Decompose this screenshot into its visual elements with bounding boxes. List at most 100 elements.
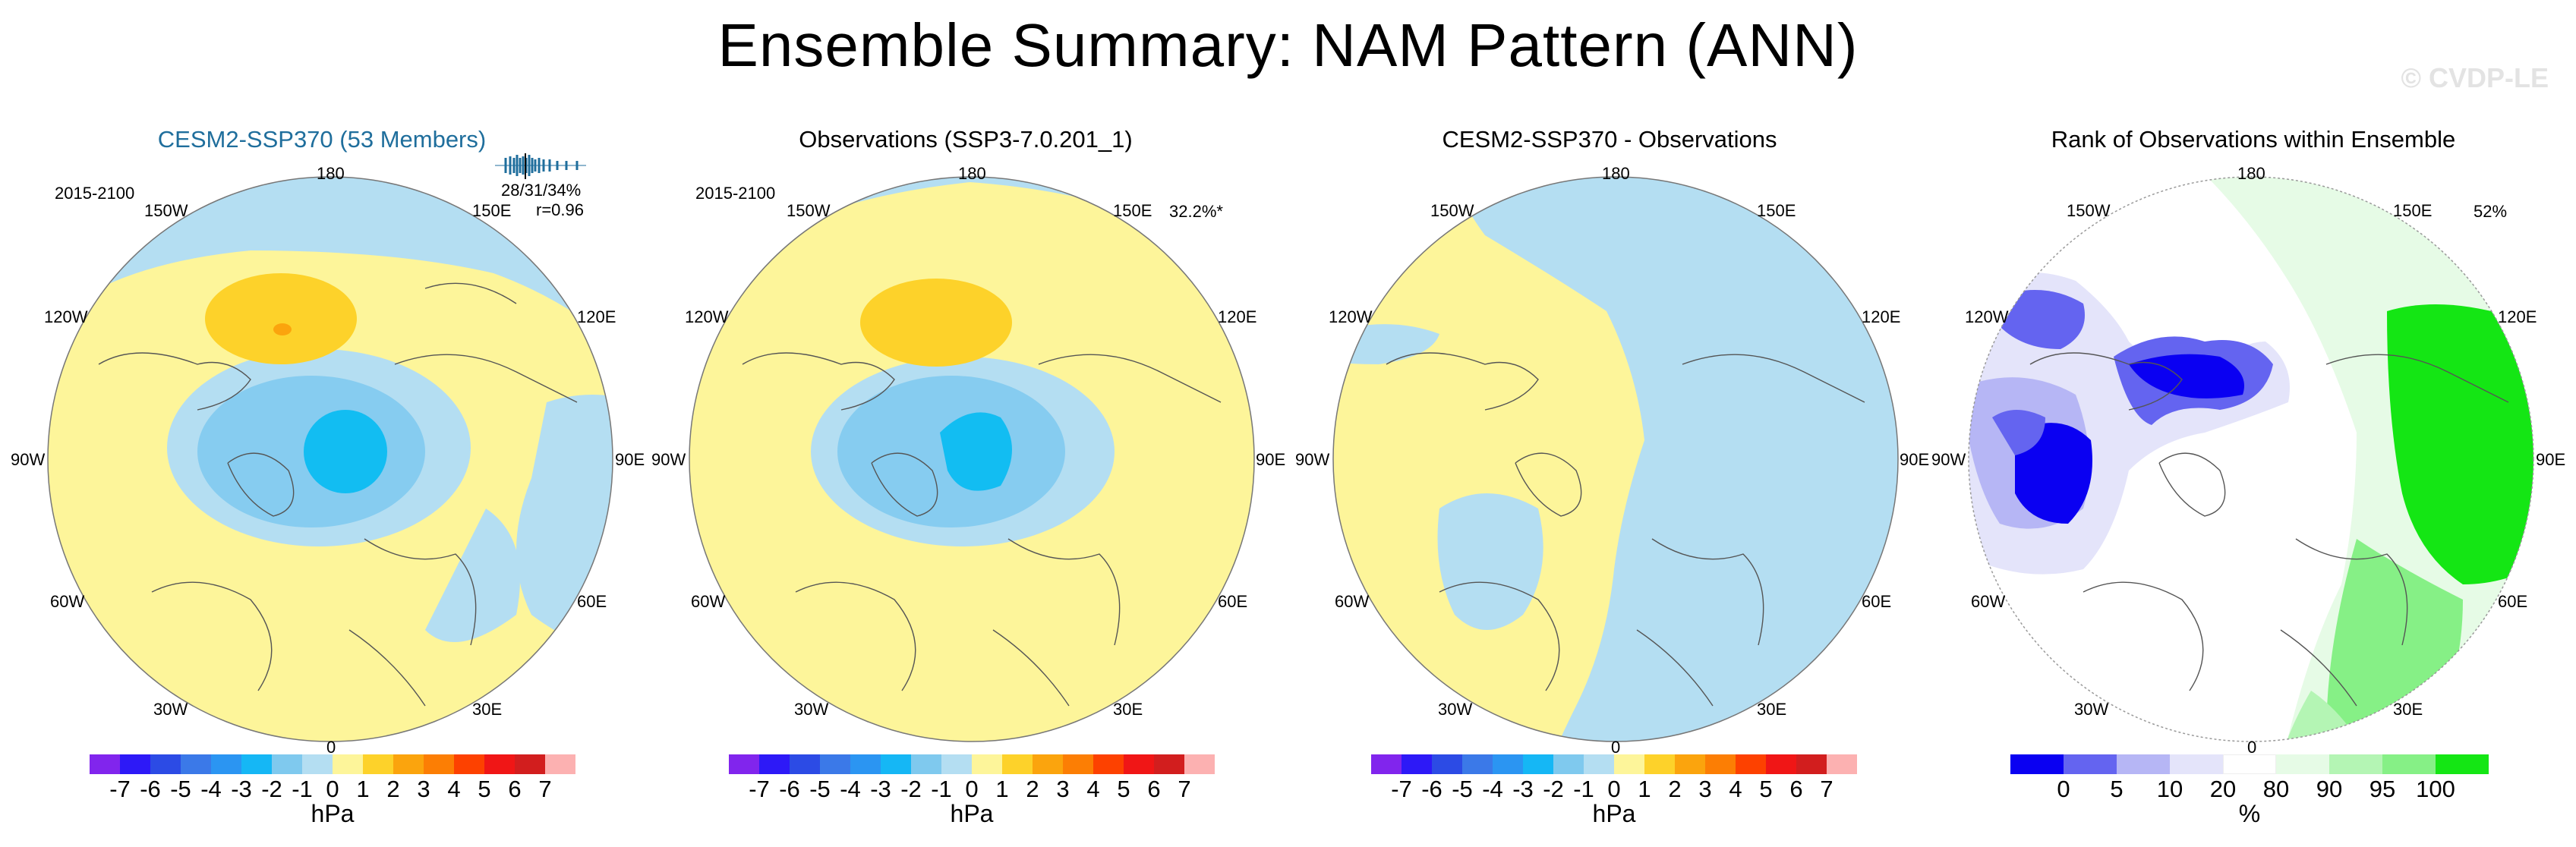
lon-label-60e: 60E [577, 592, 607, 611]
stat-explained-variance: 32.2%* [1169, 202, 1223, 221]
colorbar-box [120, 754, 150, 774]
colorbar-tick-label: 0 [1607, 776, 1621, 802]
colorbar-tick-label: 1 [1638, 776, 1651, 802]
panel-title: CESM2-SSP370 (53 Members) [157, 126, 487, 153]
lon-label-60e: 60E [1218, 592, 1248, 611]
colorbar-box [1736, 754, 1766, 774]
colorbar-tick-label: 6 [1147, 776, 1161, 802]
colorbar-tick-label: -6 [779, 776, 800, 802]
colorbar-tick-label: 7 [1178, 776, 1191, 802]
colorbar-box [759, 754, 790, 774]
colorbar-unit-label: hPa [311, 800, 355, 827]
lon-label-120w: 120W [1965, 307, 2009, 326]
panel-title: Observations (SSP3-7.0.201_1) [799, 126, 1133, 153]
panel-title: CESM2-SSP370 - Observations [1442, 126, 1777, 153]
lon-label-30w: 30W [153, 700, 188, 719]
lon-label-120e: 120E [1862, 307, 1901, 326]
colorbar-tick-label: -1 [1573, 776, 1594, 802]
colorbar-tick-label: 2 [1026, 776, 1039, 802]
colorbar-box [1033, 754, 1063, 774]
lon-label-0: 0 [2247, 738, 2257, 757]
colorbar-tick-label: -7 [749, 776, 770, 802]
colorbar-box [820, 754, 850, 774]
colorbar-hpa: -7 -6 -5 -4 -3 -2 -1 0 1 2 3 4 5 6 7 hPa [90, 754, 575, 845]
colorbar-tick-label: 1 [995, 776, 1009, 802]
colorbar-tick-label: -2 [1543, 776, 1564, 802]
colorbar-box [515, 754, 545, 774]
colorbar-box [1614, 754, 1644, 774]
colorbar-tick-label: -6 [1421, 776, 1442, 802]
colorbar-box [1402, 754, 1432, 774]
colorbar-box [150, 754, 181, 774]
colorbar-box [850, 754, 881, 774]
colorbar-box [2117, 754, 2170, 774]
colorbar-box [911, 754, 941, 774]
colorbar-box [941, 754, 972, 774]
lon-label-90w: 90W [1931, 450, 1966, 469]
colorbar-hpa: -7 -6 -5 -4 -3 -2 -1 0 1 2 3 4 5 6 7 hPa [1371, 754, 1857, 845]
lon-label-120e: 120E [1218, 307, 1257, 326]
colorbar-box [1584, 754, 1614, 774]
watermark: © CVDP-LE [2401, 62, 2549, 93]
panel-difference: CESM2-SSP370 - Observations 180 150W 150… [1288, 114, 1931, 847]
colorbar-box [2064, 754, 2117, 774]
lon-label-90w: 90W [11, 450, 46, 469]
colorbar-box [241, 754, 272, 774]
stat-correlation: r=0.96 [536, 200, 584, 219]
colorbar-hpa: -7 -6 -5 -4 -3 -2 -1 0 1 2 3 4 5 6 7 hPa [729, 754, 1215, 845]
colorbar-tick-label: 90 [2316, 776, 2343, 802]
colorbar-box [424, 754, 454, 774]
colorbar-box [790, 754, 820, 774]
polar-map-difference [1332, 176, 1899, 742]
colorbar-tick-label: 3 [417, 776, 430, 802]
colorbar-box [1063, 754, 1093, 774]
colorbar-box [2382, 754, 2436, 774]
period-label: 2015-2100 [55, 184, 135, 203]
page-title: Ensemble Summary: NAM Pattern (ANN) [717, 11, 1859, 79]
colorbar-tick-label: 95 [2369, 776, 2396, 802]
colorbar-box [454, 754, 484, 774]
colorbar-tick-label: -3 [870, 776, 891, 802]
lon-label-30w: 30W [794, 700, 829, 719]
lon-label-30w: 30W [2074, 700, 2109, 719]
lon-label-30e: 30E [472, 700, 503, 719]
colorbar-tick-label: 6 [1789, 776, 1803, 802]
colorbar-tick-label: 5 [478, 776, 491, 802]
polar-map-rank [1968, 176, 2534, 742]
colorbar-box [2276, 754, 2329, 774]
lon-label-180: 180 [1602, 164, 1630, 183]
colorbar-tick-label: -7 [109, 776, 131, 802]
colorbar-box [211, 754, 241, 774]
colorbar-tick-label: 10 [2156, 776, 2183, 802]
lon-label-120w: 120W [44, 307, 88, 326]
colorbar-box [1184, 754, 1215, 774]
lon-label-90e: 90E [1900, 450, 1930, 469]
colorbar-box [972, 754, 1002, 774]
colorbar-box [363, 754, 393, 774]
colorbar-box [2010, 754, 2064, 774]
lon-label-90w: 90W [1295, 450, 1330, 469]
lon-label-150e: 150E [1113, 201, 1152, 220]
lon-label-60w: 60W [691, 592, 726, 611]
lon-label-60e: 60E [1862, 592, 1892, 611]
period-label: 2015-2100 [695, 184, 776, 203]
colorbar-tick-label: -6 [140, 776, 161, 802]
colorbar-box [1705, 754, 1736, 774]
colorbar-box [1002, 754, 1033, 774]
colorbar-tick-label: 80 [2262, 776, 2290, 802]
colorbar-tick-label: -2 [261, 776, 282, 802]
lon-label-60w: 60W [50, 592, 85, 611]
colorbar-tick-label: -5 [170, 776, 191, 802]
lon-label-120w: 120W [685, 307, 729, 326]
colorbar-tick-label: -4 [1482, 776, 1503, 802]
lon-label-120e: 120E [2498, 307, 2537, 326]
lon-label-150e: 150E [2393, 201, 2433, 220]
lon-label-90w: 90W [651, 450, 686, 469]
lon-label-60w: 60W [1335, 592, 1370, 611]
lon-label-120w: 120W [1329, 307, 1373, 326]
colorbar-box [2223, 754, 2276, 774]
colorbar-box [393, 754, 424, 774]
colorbar-tick-label: 7 [538, 776, 552, 802]
colorbar-tick-label: 100 [2416, 776, 2455, 802]
lon-label-150w: 150W [787, 201, 831, 220]
